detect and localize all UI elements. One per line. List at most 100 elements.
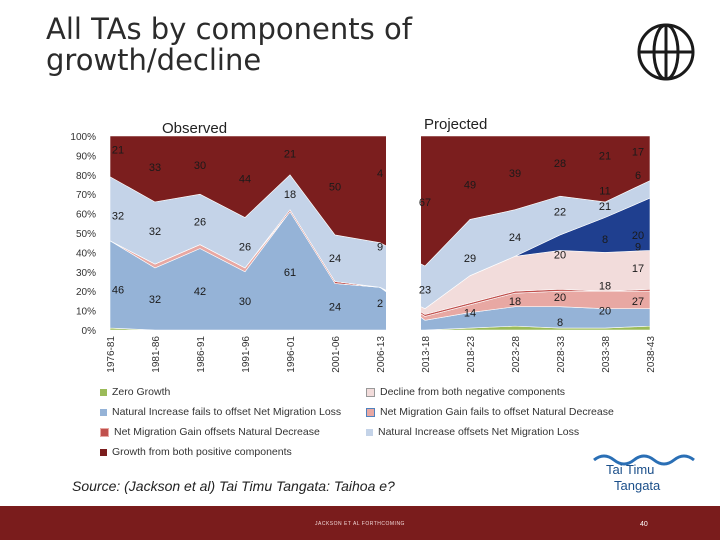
legend-item-3: Net Migration Gain offsets Natural Decre… <box>100 426 320 438</box>
data-label: 2 <box>377 298 383 310</box>
legend-label: Net Migration Gain offsets Natural Decre… <box>114 426 320 438</box>
data-label: 44 <box>239 174 251 186</box>
data-label: 8 <box>557 317 563 329</box>
data-label: 33 <box>149 162 161 174</box>
legend-item-2: Net Migration Gain fails to offset Natur… <box>366 406 614 418</box>
x-tick-label: 2038-43 <box>646 336 657 373</box>
data-label: 8 <box>602 234 608 246</box>
data-label: 20 <box>632 230 644 242</box>
legend-swatch <box>100 427 109 437</box>
legend-swatch <box>366 407 375 417</box>
data-label: 32 <box>149 226 161 238</box>
y-tick-label: 90% <box>76 151 96 162</box>
x-tick-label: 1996-01 <box>286 336 297 373</box>
data-label: 20 <box>554 292 566 304</box>
y-tick-label: 30% <box>76 268 96 279</box>
x-tick-label: 1981-86 <box>151 336 162 373</box>
data-label: 21 <box>599 201 611 213</box>
data-label: 32 <box>149 294 161 306</box>
x-tick-label: 1986-91 <box>196 336 207 373</box>
legend-item-7: Growth from both positive components <box>100 446 292 458</box>
data-label: 32 <box>112 211 124 223</box>
footer-bar <box>0 506 720 540</box>
slide-title: All TAs by components of growth/decline <box>46 12 412 77</box>
legend-swatch <box>366 428 373 436</box>
data-label: 20 <box>599 306 611 318</box>
y-tick-label: 60% <box>76 210 96 221</box>
observed-label: Observed <box>162 120 228 137</box>
area-series-7 <box>109 135 651 267</box>
data-label: 17 <box>632 263 644 275</box>
y-tick-label: 50% <box>76 229 96 240</box>
x-tick-label: 2028-33 <box>556 336 567 373</box>
data-label: 18 <box>509 296 521 308</box>
data-label: 30 <box>194 160 206 172</box>
data-label: 24 <box>329 253 341 265</box>
data-label: 22 <box>554 207 566 219</box>
data-label: 39 <box>509 168 521 180</box>
source-caption: Source: (Jackson et al) Tai Timu Tangata… <box>72 478 395 494</box>
data-label: 42 <box>194 286 206 298</box>
footer-text: JACKSON ET AL FORTHCOMING <box>315 521 405 527</box>
data-label: 14 <box>464 308 476 320</box>
data-label: 6 <box>635 170 641 182</box>
legend-label: Growth from both positive components <box>112 446 292 458</box>
data-label: 28 <box>554 158 566 170</box>
projected-label: Projected <box>424 116 488 133</box>
y-tick-label: 80% <box>76 171 96 182</box>
x-tick-label: 2013-18 <box>421 336 432 373</box>
data-label: 11 <box>599 185 610 197</box>
y-tick-label: 40% <box>76 248 96 259</box>
x-tick-label: 2018-23 <box>466 336 477 373</box>
logo-text-1: Tai Timu <box>606 462 655 477</box>
x-tick-label: 2023-28 <box>511 336 522 373</box>
legend-item-1: Natural Increase fails to offset Net Mig… <box>100 406 341 418</box>
legend-swatch <box>100 388 107 396</box>
data-label: 29 <box>464 253 476 265</box>
x-tick-label: 1991-96 <box>241 336 252 373</box>
legend-swatch <box>366 387 375 397</box>
legend-label: Net Migration Gain fails to offset Natur… <box>380 406 614 418</box>
data-label: 4 <box>377 168 383 180</box>
legend-label: Zero Growth <box>112 386 171 398</box>
legend-item-6: Natural Increase offsets Net Migration L… <box>366 426 579 438</box>
data-label: 67 <box>419 197 431 209</box>
data-label: 18 <box>599 280 611 292</box>
x-tick-label: 2033-38 <box>601 336 612 373</box>
stacked-area-chart: 0% 10% 20% 30% 40% 50% 60% 70% 80% 90% 100% 1976-81… <box>70 132 657 373</box>
data-label: 26 <box>239 242 251 254</box>
legend-item-4: Decline from both negative components <box>366 386 565 398</box>
data-label: 50 <box>329 181 341 193</box>
globe-icon <box>637 23 695 81</box>
data-label: 21 <box>599 150 611 162</box>
y-tick-label: 10% <box>76 307 96 318</box>
data-label: 61 <box>284 267 296 279</box>
legend-label: Natural Increase offsets Net Migration L… <box>378 426 580 438</box>
data-label: 21 <box>112 145 124 157</box>
y-tick-label: 70% <box>76 190 96 201</box>
y-tick-label: 100% <box>70 132 96 143</box>
data-label: 49 <box>464 180 476 192</box>
data-label: 26 <box>194 216 206 228</box>
data-label: 30 <box>239 296 251 308</box>
data-label: 20 <box>554 249 566 261</box>
data-label: 46 <box>112 284 124 296</box>
y-tick-label: 0% <box>82 326 97 337</box>
data-label: 21 <box>284 148 296 160</box>
y-tick-label: 20% <box>76 287 96 298</box>
data-label: 24 <box>509 232 521 244</box>
page-number: 40 <box>640 521 648 528</box>
data-label: 23 <box>419 284 431 296</box>
data-label: 17 <box>632 147 644 159</box>
wave-logo-icon <box>593 454 695 466</box>
data-label: 9 <box>635 242 641 254</box>
logo-text-2: Tangata <box>614 478 661 493</box>
x-tick-label: 1976-81 <box>106 336 117 373</box>
period-divider <box>386 134 421 332</box>
x-tick-label: 2001-06 <box>331 336 342 373</box>
legend-item-0: Zero Growth <box>100 386 170 398</box>
x-tick-label: 2006-13 <box>376 336 387 373</box>
legend-swatch <box>100 408 107 416</box>
legend-label: Natural Increase fails to offset Net Mig… <box>112 406 342 418</box>
legend-label: Decline from both negative components <box>380 386 566 398</box>
